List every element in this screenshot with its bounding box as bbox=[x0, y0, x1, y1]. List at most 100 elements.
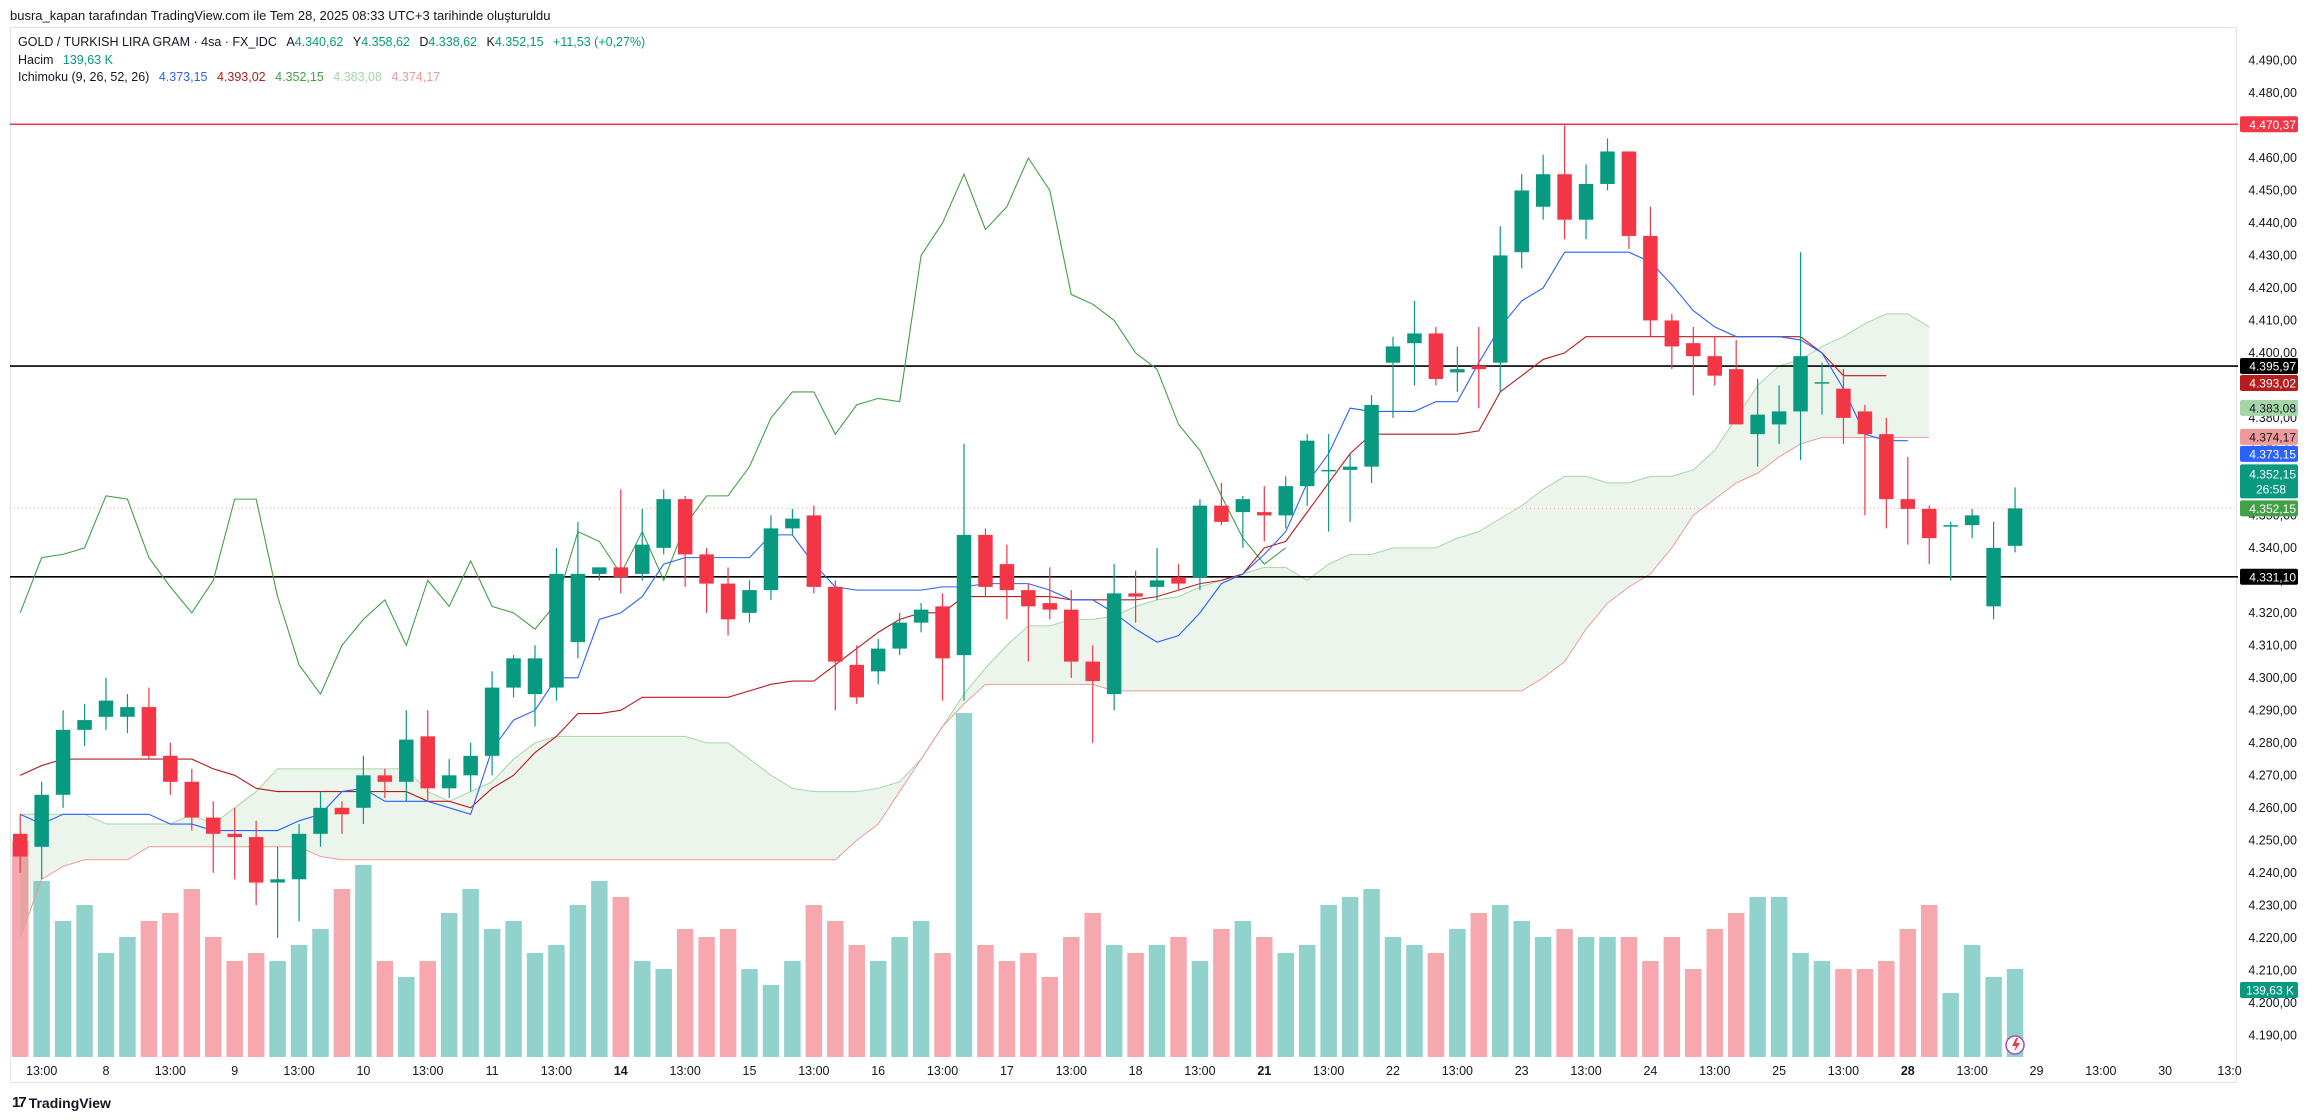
volume-bar bbox=[1685, 969, 1702, 1057]
candle bbox=[1128, 570, 1143, 623]
tradingview-logo[interactable]: 17 TradingView bbox=[12, 1094, 111, 1111]
candle bbox=[1385, 336, 1401, 418]
cloud-segment bbox=[1328, 554, 1351, 691]
volume-bar bbox=[183, 889, 201, 1057]
volume-bar bbox=[1727, 913, 1745, 1057]
axis-price-tag bbox=[2240, 375, 2298, 392]
price-tick-label: 4.210,00 bbox=[2248, 963, 2297, 977]
volume-bar bbox=[1170, 937, 1187, 1057]
legend-volume-row[interactable]: Hacim 139,63 K bbox=[18, 52, 645, 70]
volume-bar bbox=[1384, 937, 1402, 1057]
volume-bar bbox=[784, 961, 801, 1057]
candle-body bbox=[763, 528, 779, 591]
cloud-segment bbox=[1264, 567, 1286, 691]
candle bbox=[248, 820, 264, 906]
cloud-segment bbox=[964, 668, 986, 704]
cloud-segment bbox=[1714, 417, 1737, 500]
candle bbox=[806, 505, 822, 594]
volume-bar bbox=[97, 953, 115, 1057]
volume-bar bbox=[955, 713, 973, 1057]
cloud-segment bbox=[1564, 476, 1587, 662]
candle-body bbox=[635, 544, 650, 574]
candle bbox=[742, 580, 757, 623]
legend-ichimoku-conversion: 4.373,15 bbox=[158, 70, 208, 84]
volume-bar bbox=[1599, 937, 1616, 1057]
candle bbox=[1192, 499, 1208, 591]
candle bbox=[699, 547, 714, 613]
volume-bar bbox=[398, 977, 415, 1057]
candle-body bbox=[206, 817, 221, 834]
candle-body bbox=[227, 833, 242, 838]
legend-ichimoku-row[interactable]: Ichimoku (9, 26, 52, 26) 4.373,15 4.393,… bbox=[18, 69, 645, 87]
volume-bar bbox=[1427, 953, 1445, 1057]
last-price-tag bbox=[2240, 464, 2298, 499]
candle-body bbox=[1106, 593, 1122, 695]
cloud-segment bbox=[470, 781, 493, 860]
legend-high-label: Y bbox=[352, 35, 362, 49]
volume-bar bbox=[1406, 945, 1423, 1057]
axis-price-tag bbox=[2240, 116, 2298, 133]
cloud-segment bbox=[492, 759, 514, 860]
cloud-segment bbox=[620, 736, 643, 860]
volume-bar bbox=[76, 905, 93, 1057]
candle bbox=[763, 515, 779, 600]
volume-bar bbox=[1749, 897, 1766, 1057]
cloud-segment bbox=[1414, 547, 1436, 691]
volume-bar bbox=[719, 929, 737, 1057]
candle bbox=[892, 612, 907, 656]
volume-bar bbox=[1256, 937, 1273, 1057]
price-tick-label: 4.200,00 bbox=[2248, 996, 2297, 1010]
candle bbox=[313, 791, 328, 847]
chart-frame bbox=[10, 27, 2237, 1083]
legend-symbol[interactable]: GOLD / TURKISH LIRA GRAM · 4sa · FX_IDC bbox=[18, 35, 277, 49]
time-tick-label: 29 bbox=[2030, 1064, 2044, 1078]
candle-body bbox=[935, 606, 950, 659]
cloud-segment bbox=[106, 824, 128, 860]
volume-tag bbox=[2240, 982, 2298, 998]
axis-price-tag bbox=[2240, 428, 2298, 445]
volume-bar bbox=[1213, 929, 1230, 1057]
candle bbox=[635, 508, 650, 581]
candle bbox=[1407, 300, 1422, 386]
candle-body bbox=[570, 573, 586, 643]
cloud-segment bbox=[1199, 580, 1222, 691]
candle-body bbox=[313, 807, 328, 834]
time-tick-label: 13:00 bbox=[26, 1064, 57, 1078]
volume-bar bbox=[1963, 945, 1981, 1057]
candle-body bbox=[1535, 174, 1551, 207]
candle bbox=[1021, 583, 1036, 662]
volume-bar bbox=[762, 985, 780, 1057]
volume-bar bbox=[290, 945, 308, 1057]
candle bbox=[399, 710, 414, 802]
axis-price-tag-text: 4.395,97 bbox=[2249, 360, 2296, 374]
volume-bar bbox=[1577, 937, 1595, 1057]
volume-bar bbox=[54, 921, 72, 1057]
candle bbox=[1514, 174, 1529, 269]
candle bbox=[1621, 151, 1637, 249]
ichimoku-cloud bbox=[20, 313, 1930, 938]
axis-price-tag bbox=[2240, 358, 2298, 375]
volume-bar bbox=[1556, 929, 1573, 1057]
axis-price-tag bbox=[2240, 399, 2298, 416]
cloud-segment bbox=[1285, 567, 1308, 691]
candle-body bbox=[828, 586, 843, 662]
volume-bar bbox=[1063, 937, 1080, 1057]
cloud-segment bbox=[856, 788, 879, 841]
cloud-segment bbox=[706, 742, 729, 860]
cloud-segment bbox=[577, 736, 600, 860]
candle-body bbox=[1814, 382, 1830, 384]
candle bbox=[1235, 495, 1251, 548]
candle-body bbox=[1922, 508, 1937, 539]
candle bbox=[163, 742, 178, 795]
cloud-segment bbox=[1350, 554, 1372, 691]
candle bbox=[1814, 362, 1830, 415]
volume-bar bbox=[1320, 905, 1337, 1057]
candle bbox=[1042, 567, 1058, 620]
time-tick-label: 23 bbox=[1515, 1064, 1529, 1078]
candle bbox=[1986, 521, 2001, 620]
volume-bar bbox=[1041, 977, 1059, 1057]
lightning-icon-bolt bbox=[2012, 1038, 2021, 1052]
volume-bar bbox=[11, 841, 29, 1057]
cloud-segment bbox=[1822, 336, 1844, 438]
